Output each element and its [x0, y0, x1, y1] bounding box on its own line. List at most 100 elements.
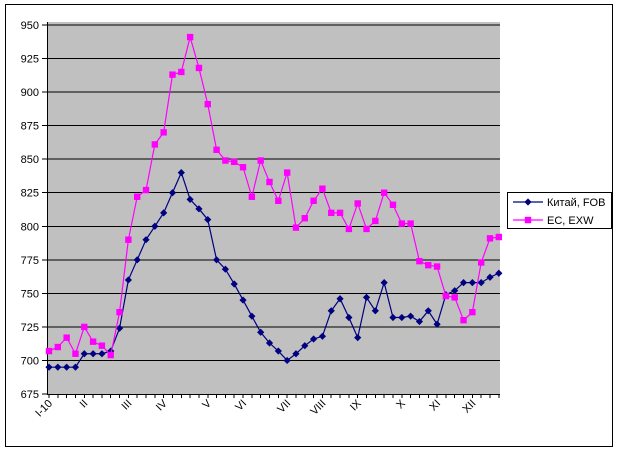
series-china — [45, 169, 503, 371]
data-point-diamond — [239, 296, 247, 304]
data-point-square — [134, 193, 141, 200]
data-point-diamond — [124, 276, 132, 284]
data-point-square — [81, 323, 88, 331]
data-point-square — [292, 224, 300, 231]
data-point-square — [301, 215, 308, 222]
data-point-square — [442, 292, 450, 300]
data-point-diamond — [318, 332, 327, 340]
data-point-diamond — [257, 328, 265, 336]
data-point-square — [248, 193, 256, 200]
data-point-square — [310, 197, 317, 204]
data-point-diamond — [204, 215, 212, 224]
data-point-diamond — [407, 312, 415, 320]
data-point-square — [425, 261, 432, 269]
data-point-square — [354, 200, 361, 207]
data-point-square — [328, 209, 335, 217]
data-point-diamond — [168, 189, 177, 197]
data-point-square — [433, 263, 441, 270]
data-point-square — [186, 33, 194, 41]
data-point-diamond — [283, 356, 291, 365]
data-point-diamond — [477, 279, 485, 287]
y-axis-label: 925 — [21, 54, 39, 66]
y-axis-label: 800 — [21, 221, 39, 233]
series-eu — [45, 33, 503, 359]
data-point-diamond — [195, 205, 203, 213]
data-point-square — [169, 71, 176, 78]
data-point-square — [416, 257, 423, 265]
data-point-square — [336, 209, 344, 217]
data-point-diamond — [80, 350, 88, 358]
data-point-diamond — [398, 313, 406, 322]
data-point-square — [142, 186, 150, 194]
data-point-square — [283, 169, 291, 176]
data-point-diamond — [133, 256, 141, 264]
data-point-diamond — [380, 279, 388, 287]
data-point-square — [107, 351, 114, 359]
data-point-diamond — [151, 222, 159, 230]
data-point-diamond — [310, 335, 318, 343]
data-point-square — [222, 157, 229, 164]
data-point-diamond — [415, 317, 424, 326]
data-point-square — [486, 235, 494, 242]
data-point-diamond — [327, 307, 335, 315]
data-point-square — [380, 189, 388, 196]
data-point-square — [89, 338, 97, 345]
data-point-diamond — [274, 347, 282, 355]
data-point-square — [372, 217, 379, 225]
data-point-square — [460, 317, 467, 324]
data-point-square — [319, 185, 326, 192]
data-point-square — [524, 216, 532, 224]
data-point-diamond — [362, 293, 371, 301]
legend-entry: ЕС, EXW — [513, 215, 594, 227]
data-point-diamond — [486, 273, 494, 281]
data-point-square — [363, 225, 370, 233]
data-point-diamond — [71, 363, 80, 371]
data-point-square — [257, 157, 264, 164]
data-point-diamond — [45, 363, 53, 371]
data-point-diamond — [186, 195, 194, 204]
data-point-diamond — [424, 307, 432, 315]
data-point-diamond — [433, 320, 441, 328]
data-point-diamond — [345, 313, 353, 322]
data-point-square — [213, 146, 220, 153]
data-point-square — [239, 164, 247, 171]
data-point-square — [451, 294, 458, 301]
data-point-diamond — [336, 295, 344, 303]
data-point-diamond — [160, 209, 168, 217]
data-point-square — [231, 158, 238, 166]
data-point-diamond — [142, 236, 150, 244]
data-point-diamond — [230, 280, 238, 288]
data-point-square — [178, 68, 185, 76]
y-axis-label: 750 — [21, 288, 39, 300]
y-axis-label: 875 — [21, 121, 39, 133]
legend-label: Китай, FOB — [547, 197, 605, 209]
series-line — [49, 170, 500, 368]
data-point-diamond — [54, 363, 62, 371]
data-point-diamond — [524, 198, 532, 206]
y-axis-label: 775 — [21, 255, 39, 267]
y-axis-label: 950 — [21, 20, 39, 32]
y-axis-label: 675 — [21, 389, 39, 401]
y-axis-label: 900 — [21, 87, 39, 99]
data-point-square — [345, 225, 353, 233]
data-point-square — [125, 236, 132, 243]
data-point-square — [266, 178, 273, 186]
data-point-diamond — [468, 279, 476, 287]
data-point-square — [54, 343, 62, 351]
legend: Китай, FOB ЕС, EXW — [507, 192, 612, 229]
data-point-diamond — [292, 350, 300, 358]
data-point-diamond — [495, 269, 503, 277]
data-point-diamond — [63, 363, 71, 371]
data-point-diamond — [177, 169, 185, 177]
data-point-square — [469, 308, 476, 316]
data-point-diamond — [89, 350, 97, 358]
data-point-square — [63, 334, 70, 341]
data-point-diamond — [212, 256, 221, 264]
y-axis-label: 825 — [21, 188, 39, 200]
data-point-diamond — [451, 287, 459, 295]
legend-label: ЕС, EXW — [547, 215, 594, 227]
data-point-diamond — [115, 324, 124, 332]
data-point-square — [98, 342, 106, 349]
